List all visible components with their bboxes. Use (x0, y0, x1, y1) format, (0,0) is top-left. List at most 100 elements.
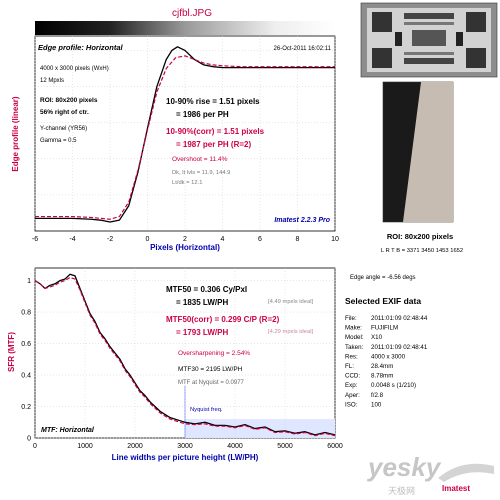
edge-rise-line2: = 1986 per PH (176, 110, 229, 119)
mtf-grid (34, 268, 336, 439)
x-tick-label: 3000 (177, 443, 193, 450)
edge-series-group (35, 46, 335, 223)
edge-corr-line1: 10-90%(corr) = 1.51 pixels (166, 127, 265, 136)
mtf50-line2: = 1835 LW/PH (176, 298, 228, 307)
edge-info-2: ROI: 80x200 pixels (40, 97, 98, 104)
exif-key: ISO: (345, 401, 358, 408)
exif-value: 4000 x 3000 (371, 353, 406, 360)
corrected-series-line (35, 55, 335, 220)
x-tick-label: 0 (33, 443, 37, 450)
y-tick-label: 0.2 (21, 404, 31, 411)
mtf-panel: 0 1000 2000 3000 4000 5000 600000.20.40.60.81 … (7, 267, 343, 462)
x-tick-label: 6000 (327, 443, 343, 450)
edge-x-axis-label: Pixels (Horizontal) (150, 243, 220, 252)
x-tick-label: 0 (146, 236, 150, 243)
mtf-x-axis-label: Line widths per picture height (LW/PH) (112, 453, 259, 462)
nyquist-label: Nyquist freq. (190, 407, 223, 413)
gradient-strip (35, 21, 335, 35)
watermark-main: yesky (366, 452, 442, 482)
y-tick-label: 0.4 (21, 373, 31, 380)
edge-info-4: Y-channel (YR56) (40, 126, 87, 132)
exif-heading: Selected EXIF data (345, 296, 421, 306)
x-tick-label: 10 (331, 236, 339, 243)
x-tick-label: 8 (296, 236, 300, 243)
watermark-swoosh (438, 463, 494, 482)
roi-caption: ROI: 80x200 pixels (387, 232, 453, 241)
edge-rise-line1: 10-90% rise = 1.51 pixels (166, 97, 260, 106)
roi-coords: L R T B = 3371 3450 1453 1652 (381, 248, 463, 254)
exif-key: CCD: (345, 373, 360, 380)
x-tick-label: 5000 (277, 443, 293, 450)
mtf-series-group (34, 273, 336, 437)
x-tick-label: 6 (258, 236, 262, 243)
exif-value: 2011:01:09 02:48:44 (371, 315, 428, 322)
watermark: yesky 天极网 Imatest (366, 452, 494, 496)
corrected-series-line (34, 276, 336, 437)
edge-overshoot: Overshoot = 11.4% (172, 156, 228, 163)
edge-angle: Edge angle = -6.56 degs (350, 275, 416, 281)
edge-heading: Edge profile: Horizontal (38, 43, 124, 52)
edge-timestamp: 26-Oct-2011 16:02:11 (274, 46, 332, 52)
figure-title: cjfbl.JPG (172, 8, 212, 19)
edge-info-1: 12 Mpxls (40, 78, 64, 84)
exif-value: 0.0048 s (1/210) (371, 382, 416, 389)
mtf-corr-line1: MTF50(corr) = 0.299 C/P (R=2) (166, 315, 280, 324)
edge-levels-line2: Lt/dk = 12.1 (172, 180, 202, 186)
measured-series-line (34, 273, 336, 436)
edge-info-5: Gamma = 0.5 (40, 138, 77, 144)
mtf-corr-ideal: [4.29 mpxls ideal] (268, 329, 313, 335)
edge-info-3: 56% right of ctr. (40, 109, 89, 116)
y-tick-label: 0.6 (21, 341, 31, 348)
exif-value: f/2.8 (371, 392, 384, 399)
edge-info-0: 4000 x 3000 pixels (WxH) (40, 66, 109, 72)
y-tick-label: 0 (27, 436, 31, 443)
exif-key: Taken: (345, 344, 364, 351)
watermark-brand: Imatest (442, 484, 470, 493)
edge-tick-labels: -6 -4 -2 0 2 4 6 8 10 (32, 236, 339, 243)
exif-value: 2011:01:09 02:48:41 (371, 344, 428, 351)
mtf-y-axis-label: SFR (MTF) (7, 332, 16, 372)
x-tick-label: 2 (183, 236, 187, 243)
roi-image (382, 81, 454, 223)
exif-value: 100 (371, 401, 382, 408)
mtf-tick-labels: 0 1000 2000 3000 4000 5000 6000 0 0.2 0.4 0.6 0.8 1 (21, 278, 343, 450)
mtf50-line1: MTF50 = 0.306 Cy/Pxl (166, 285, 247, 294)
mtf-at-nyquist: MTF at Nyquist = 0.0977 (178, 380, 245, 386)
edge-profile-panel: -6 -4 -2 0 2 4 6 8 10 Edge profile: Horizontal 2… (11, 35, 339, 252)
y-tick-label: 0.8 (21, 310, 31, 317)
mtf30-value: MTF30 = 2195 LW/PH (178, 366, 243, 373)
exif-value: FUJIFILM (371, 325, 398, 332)
exif-key: Aper: (345, 392, 360, 399)
edge-levels-line1: Dk, lt lvls = 11.9, 144.9 (172, 170, 230, 176)
exif-value: 8.78mm (371, 373, 393, 380)
exif-key: Exp: (345, 382, 358, 389)
x-tick-label: -4 (69, 236, 75, 243)
x-tick-label: -2 (107, 236, 113, 243)
edge-y-axis-label: Edge profile (linear) (11, 96, 20, 171)
exif-key: FL: (345, 363, 354, 370)
mtf-corr-line2: = 1793 LW/PH (176, 328, 228, 337)
exif-key: Res: (345, 353, 358, 360)
x-tick-label: 2000 (127, 443, 143, 450)
exif-key: Model: (345, 334, 364, 341)
exif-key: Make: (345, 325, 362, 332)
x-tick-label: -6 (32, 236, 38, 243)
x-tick-label: 1000 (77, 443, 93, 450)
exif-value: X10 (371, 334, 383, 341)
x-tick-label: 4 (221, 236, 225, 243)
x-tick-label: 4000 (227, 443, 243, 450)
oversharpening: Oversharpening = 2.54% (178, 350, 250, 357)
software-version: Imatest 2.2.3 Pro (274, 217, 330, 224)
y-tick-label: 1 (27, 278, 31, 285)
watermark-sub: 天极网 (388, 485, 415, 496)
mtf-heading: MTF: Horizontal (41, 427, 95, 434)
exif-value: 28.4mm (371, 363, 393, 370)
edge-corr-line2: = 1987 per PH (R=2) (176, 140, 251, 149)
mtf50-ideal: [4.49 mpxls ideal] (268, 299, 313, 305)
exif-table: File: 2011:01:09 02:48:44 Make: FUJIFILM Mod… (345, 315, 428, 408)
exif-key: File: (345, 315, 357, 322)
test-chart-thumbnail (360, 2, 498, 78)
measured-series-line (35, 46, 335, 223)
